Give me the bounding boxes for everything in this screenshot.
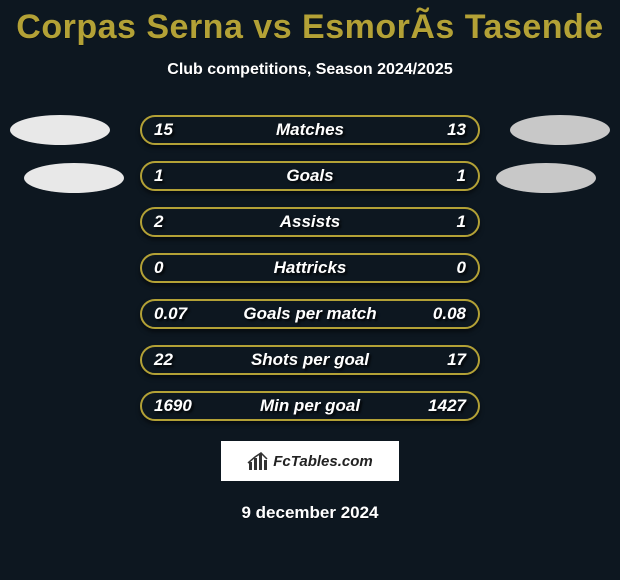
stat-pill: 15Matches13 <box>140 115 480 145</box>
stat-value-left: 0.07 <box>154 304 187 324</box>
page-subtitle: Club competitions, Season 2024/2025 <box>0 61 620 79</box>
stat-value-left: 22 <box>154 350 173 370</box>
stat-label: Hattricks <box>142 258 478 278</box>
stat-pill: 2Assists1 <box>140 207 480 237</box>
stat-row: 0Hattricks0 <box>0 253 620 299</box>
stat-row: 22Shots per goal17 <box>0 345 620 391</box>
stat-row: 15Matches13 <box>0 115 620 161</box>
stat-label: Goals <box>142 166 478 186</box>
footer-brand-text: FcTables.com <box>273 453 372 470</box>
page-title: Corpas Serna vs EsmorÃs Tasende <box>0 0 620 47</box>
stat-value-left: 2 <box>154 212 163 232</box>
stat-value-left: 15 <box>154 120 173 140</box>
team-badge-left <box>24 163 124 193</box>
stat-pill: 0Hattricks0 <box>140 253 480 283</box>
stats-container: 15Matches131Goals12Assists10Hattricks00.… <box>0 115 620 437</box>
stat-value-right: 17 <box>447 350 466 370</box>
stat-label: Assists <box>142 212 478 232</box>
stat-value-right: 1427 <box>428 396 466 416</box>
stat-value-right: 0.08 <box>433 304 466 324</box>
stat-value-left: 0 <box>154 258 163 278</box>
team-badge-right <box>510 115 610 145</box>
footer-date: 9 december 2024 <box>0 503 620 523</box>
stat-value-left: 1690 <box>154 396 192 416</box>
stat-row: 1Goals1 <box>0 161 620 207</box>
stat-pill: 1690Min per goal1427 <box>140 391 480 421</box>
stat-pill: 0.07Goals per match0.08 <box>140 299 480 329</box>
stat-pill: 1Goals1 <box>140 161 480 191</box>
stat-label: Matches <box>142 120 478 140</box>
stat-row: 2Assists1 <box>0 207 620 253</box>
stat-row: 0.07Goals per match0.08 <box>0 299 620 345</box>
stat-value-left: 1 <box>154 166 163 186</box>
stat-value-right: 1 <box>457 212 466 232</box>
stat-row: 1690Min per goal1427 <box>0 391 620 437</box>
team-badge-right <box>496 163 596 193</box>
stat-label: Goals per match <box>142 304 478 324</box>
stat-pill: 22Shots per goal17 <box>140 345 480 375</box>
stat-value-right: 1 <box>457 166 466 186</box>
stat-value-right: 0 <box>457 258 466 278</box>
stat-value-right: 13 <box>447 120 466 140</box>
team-badge-left <box>10 115 110 145</box>
chart-bars-icon <box>247 450 269 472</box>
footer-brand-box: FcTables.com <box>221 441 399 481</box>
stat-label: Shots per goal <box>142 350 478 370</box>
